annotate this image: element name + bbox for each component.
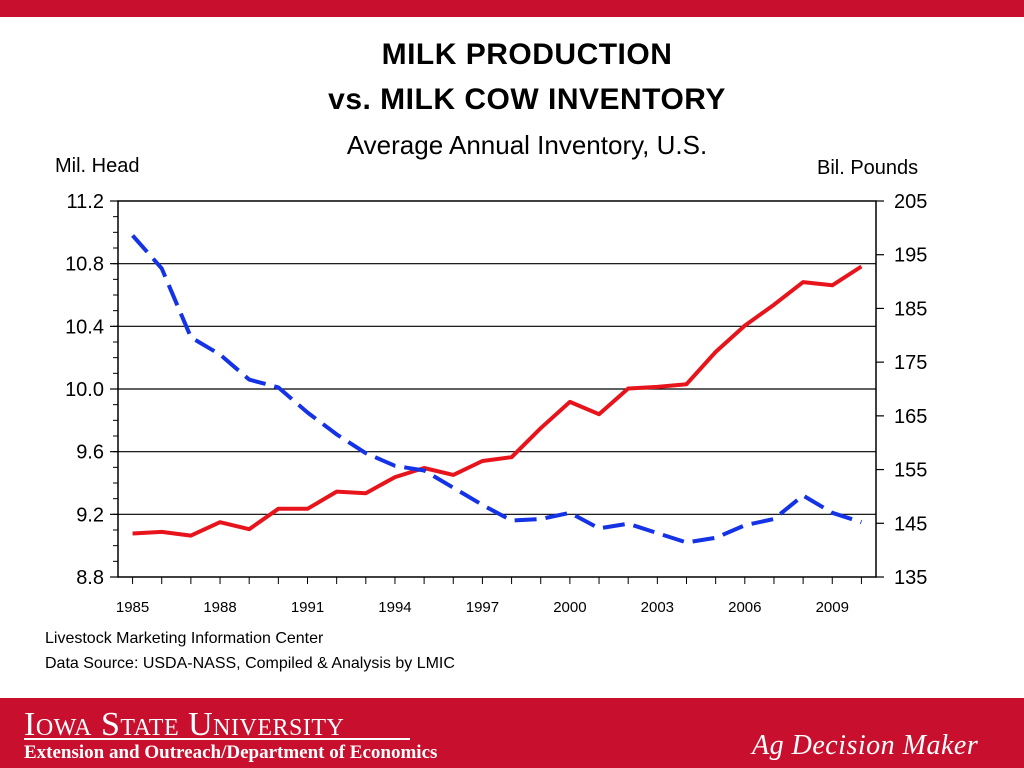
left-axis-unit-label: Mil. Head [55, 155, 140, 177]
university-wordmark: Iowa State University [24, 706, 345, 743]
ag-decision-maker-logo: Ag Decision Maker [752, 730, 979, 761]
right-tick-label: 145 [894, 513, 927, 535]
left-tick-label: 10.0 [65, 379, 104, 401]
right-tick-label: 135 [894, 567, 927, 589]
source-credit-line1: Livestock Marketing Information Center [45, 630, 324, 647]
chart-subtitle: Average Annual Inventory, U.S. [346, 130, 708, 160]
right-axis-unit-label: Bil. Pounds [817, 157, 919, 179]
x-tick-label: 2000 [553, 599, 586, 616]
footer-bar [0, 698, 1024, 768]
left-tick-label: 8.8 [76, 567, 104, 589]
x-tick-label: 1997 [466, 599, 499, 616]
chart-title: MILK PRODUCTION [381, 38, 673, 71]
top-accent-bar [0, 0, 1024, 17]
x-tick-label: 2009 [816, 599, 849, 616]
right-tick-label: 185 [894, 298, 927, 320]
cow-inventory-line [131, 234, 863, 545]
x-tick-label: 1985 [116, 599, 149, 616]
right-tick-label: 165 [894, 406, 927, 428]
department-label: Extension and Outreach/Department of Eco… [24, 742, 438, 763]
wordmark-underline [24, 738, 410, 740]
left-tick-label: 10.8 [65, 254, 104, 276]
milk-production-line [132, 264, 863, 538]
right-tick-label: 195 [894, 245, 927, 267]
right-tick-label: 205 [894, 191, 927, 213]
x-tick-label: 1991 [291, 599, 324, 616]
left-tick-label: 9.6 [76, 442, 104, 464]
x-tick-label: 1988 [203, 599, 236, 616]
source-credit-line2: Data Source: USDA-NASS, Compiled & Analy… [45, 655, 455, 672]
x-tick-label: 2003 [641, 599, 674, 616]
x-tick-label: 1994 [378, 599, 411, 616]
left-tick-label: 11.2 [67, 191, 104, 213]
x-tick-label: 2006 [728, 599, 761, 616]
chart-title-line2: vs. MILK COW INVENTORY [328, 83, 726, 116]
left-tick-label: 10.4 [65, 316, 104, 338]
left-tick-label: 9.2 [76, 504, 104, 526]
right-tick-label: 175 [894, 352, 927, 374]
right-tick-label: 155 [894, 460, 927, 482]
